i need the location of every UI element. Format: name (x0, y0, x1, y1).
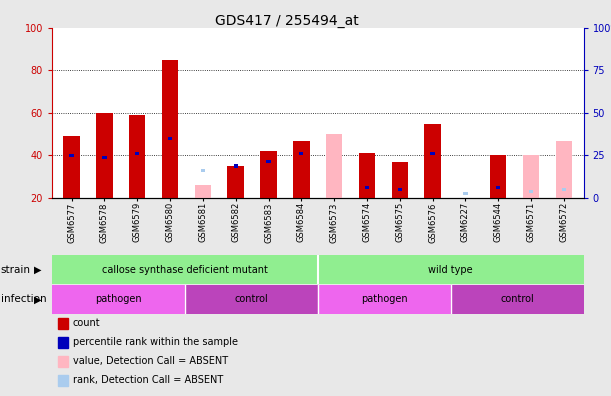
Text: percentile rank within the sample: percentile rank within the sample (73, 337, 238, 347)
Bar (555, 141, 572, 198)
Text: pathogen: pathogen (95, 294, 142, 305)
Bar (490, 155, 507, 198)
Bar (162, 60, 178, 198)
Text: callose synthase deficient mutant: callose synthase deficient mutant (102, 265, 268, 275)
Bar (227, 166, 244, 198)
Bar (195, 185, 211, 198)
Bar (326, 134, 342, 198)
Bar (463, 192, 467, 195)
Bar (233, 164, 238, 168)
Bar (168, 137, 172, 140)
Bar (450, 285, 584, 314)
Text: strain: strain (1, 265, 31, 275)
Text: count: count (73, 318, 100, 328)
Bar (365, 186, 369, 189)
Bar (318, 255, 584, 284)
Bar (359, 153, 375, 198)
Text: ▶: ▶ (34, 294, 41, 305)
Bar (96, 113, 112, 198)
Bar (135, 152, 139, 155)
Text: rank, Detection Call = ABSENT: rank, Detection Call = ABSENT (73, 375, 223, 385)
Bar (64, 136, 80, 198)
Bar (523, 155, 540, 198)
Bar (185, 285, 318, 314)
Text: value, Detection Call = ABSENT: value, Detection Call = ABSENT (73, 356, 228, 366)
Text: control: control (500, 294, 534, 305)
Bar (52, 285, 185, 314)
Bar (129, 115, 145, 198)
Bar (457, 198, 474, 219)
Bar (70, 154, 74, 157)
Bar (392, 162, 408, 198)
Text: pathogen: pathogen (361, 294, 408, 305)
Bar (293, 141, 310, 198)
Bar (299, 152, 304, 155)
Bar (102, 156, 106, 159)
Text: control: control (235, 294, 268, 305)
Bar (430, 152, 434, 155)
Text: ▶: ▶ (34, 265, 41, 275)
Bar (266, 160, 271, 164)
Bar (529, 190, 533, 193)
Bar (260, 151, 277, 198)
Bar (398, 188, 402, 191)
Bar (201, 169, 205, 172)
Bar (496, 186, 500, 189)
Bar (562, 188, 566, 191)
Text: infection: infection (1, 294, 46, 305)
Bar (425, 124, 441, 198)
Bar (52, 255, 318, 284)
Text: GDS417 / 255494_at: GDS417 / 255494_at (215, 14, 359, 28)
Bar (318, 285, 450, 314)
Text: wild type: wild type (428, 265, 473, 275)
